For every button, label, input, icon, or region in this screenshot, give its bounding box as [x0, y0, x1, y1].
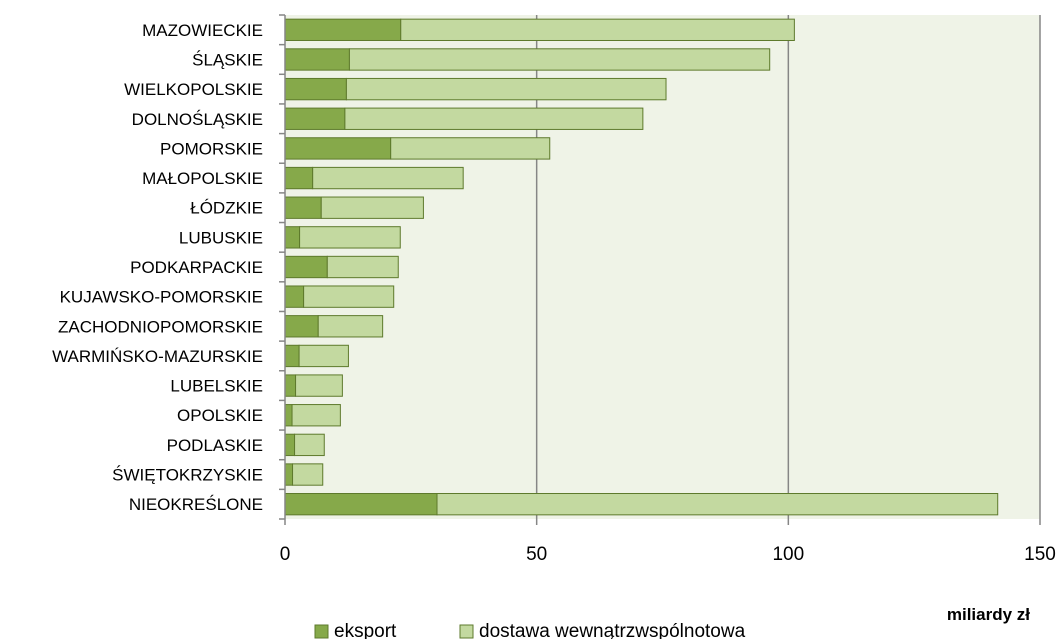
bar-eksport — [284, 433, 296, 457]
legend-swatch-eksport — [314, 624, 329, 639]
bar-eksport — [284, 107, 346, 130]
category-label: WARMIŃSKO-MAZURSKIE — [52, 347, 263, 366]
bar-dostawa — [312, 166, 464, 190]
category-label: ŁÓDZKIE — [190, 199, 263, 218]
bar-eksport — [284, 493, 438, 516]
bar-dostawa — [317, 315, 384, 338]
bar-eksport — [284, 285, 305, 308]
x-tick-labels: 0 50 100 150 — [280, 519, 1056, 565]
category-label: ZACHODNIOPOMORSKIE — [58, 317, 263, 336]
bar-eksport — [284, 48, 350, 71]
category-labels: MAZOWIECKIE ŚLĄSKIE WIELKOPOLSKIE DOLNOŚLĄS… — [52, 14, 285, 520]
bar-dostawa — [345, 77, 667, 101]
bar-eksport — [284, 315, 319, 338]
category-label: MAŁOPOLSKIE — [142, 169, 263, 188]
legend: eksport dostawa wewnątrzwspólnotowa — [314, 621, 746, 639]
x-tick-label-0: 0 — [280, 544, 291, 565]
bar-dostawa — [292, 463, 324, 486]
bar-eksport — [284, 226, 301, 249]
bar-dostawa — [298, 344, 349, 368]
legend-label-dostawa: dostawa wewnątrzwspólnotowa — [479, 621, 746, 639]
x-tick-label-150: 150 — [1024, 544, 1056, 565]
x-axis-title: miliardy zł — [947, 605, 1030, 624]
x-tick-label-50: 50 — [526, 544, 547, 565]
legend-label-eksport: eksport — [334, 621, 397, 639]
bar-eksport — [284, 374, 297, 397]
bar-dostawa — [299, 226, 401, 249]
category-label: DOLNOŚLĄSKIE — [132, 110, 263, 129]
category-label: ŚWIĘTOKRZYSKIE — [112, 466, 263, 485]
bar-eksport — [284, 196, 322, 219]
category-label: MAZOWIECKIE — [142, 21, 263, 40]
bar-eksport — [284, 463, 294, 486]
category-label: PODLASKIE — [167, 436, 263, 455]
category-label: KUJAWSKO-POMORSKIE — [60, 288, 263, 307]
bar-dostawa — [320, 196, 424, 219]
category-label: ŚLĄSKIE — [192, 50, 263, 69]
bar-dostawa — [326, 255, 399, 279]
category-label: LUBUSKIE — [179, 228, 263, 247]
category-label: OPOLSKIE — [177, 406, 263, 425]
bar-dostawa — [348, 48, 771, 71]
category-label: PODKARPACKIE — [130, 258, 263, 277]
bar-eksport — [284, 77, 347, 101]
legend-swatch-dostawa — [459, 624, 474, 639]
bar-eksport — [284, 18, 402, 41]
category-label: POMORSKIE — [160, 139, 263, 158]
bar-dostawa — [344, 107, 644, 130]
x-tick-label-100: 100 — [772, 544, 804, 565]
bar-dostawa — [291, 404, 341, 427]
bar-dostawa — [400, 18, 795, 41]
category-label: WIELKOPOLSKIE — [124, 80, 263, 99]
bar-eksport — [284, 404, 293, 427]
category-label: LUBELSKIE — [170, 377, 263, 396]
bar-dostawa — [303, 285, 395, 308]
bar-dostawa — [436, 493, 999, 516]
bar-eksport — [284, 344, 300, 368]
bar-dostawa — [295, 374, 343, 397]
bar-eksport — [284, 166, 314, 190]
category-label: NIEOKREŚLONE — [129, 495, 263, 514]
bar-dostawa — [294, 433, 325, 457]
bar-eksport — [284, 137, 392, 160]
bar-dostawa — [390, 137, 551, 160]
bars — [284, 18, 999, 516]
bar-eksport — [284, 255, 328, 279]
